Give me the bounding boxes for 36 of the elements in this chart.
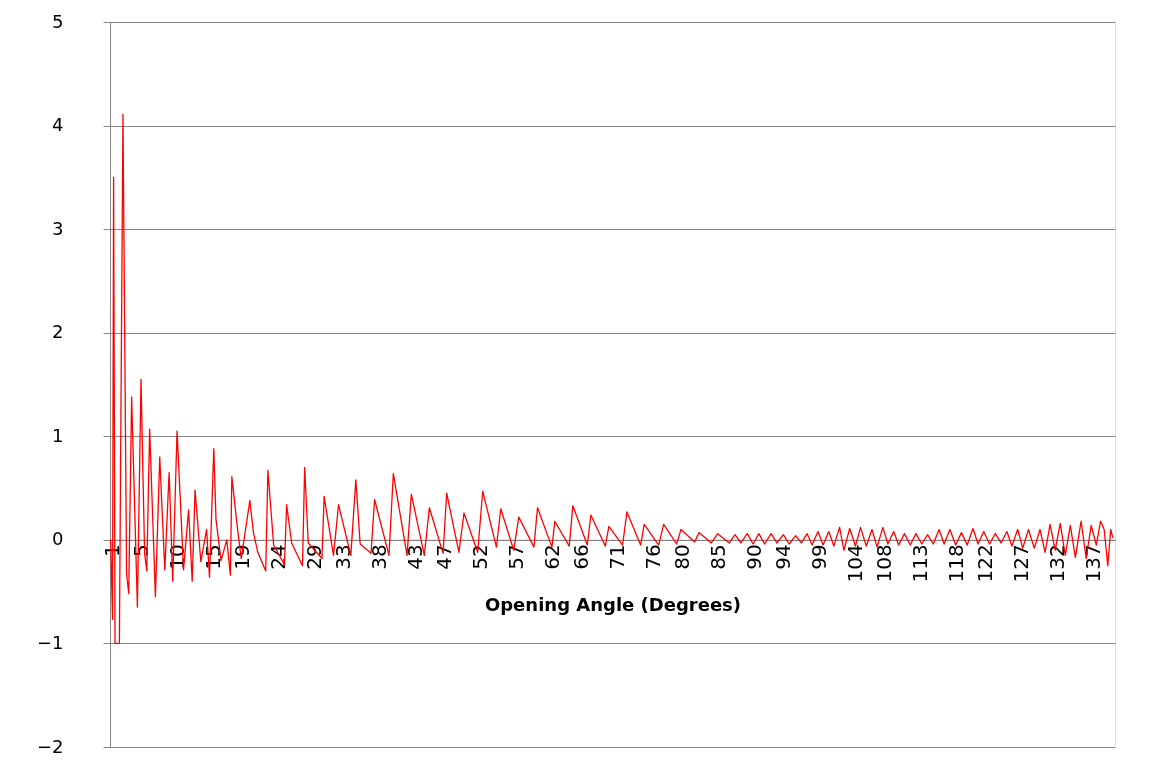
x-tick-label: 62 [540, 544, 565, 570]
x-tick-label: 1 [100, 544, 125, 558]
x-tick-label: 38 [367, 544, 392, 570]
x-tick-label: 108 [871, 544, 896, 583]
y-tick-label: −2 [36, 735, 64, 757]
x-tick-label: 118 [943, 544, 968, 583]
x-tick-label: 127 [1008, 544, 1033, 583]
x-tick-label: 33 [331, 544, 356, 570]
x-tick-label: 85 [705, 544, 730, 570]
x-tick-label: 66 [569, 544, 593, 570]
y-tick-label: 5 [52, 10, 64, 32]
x-tick-label: 19 [230, 544, 255, 570]
y-tick-label: 4 [52, 114, 64, 136]
x-tick-label: 80 [669, 544, 694, 570]
x-tick-label: 132 [1044, 544, 1069, 583]
x-tick-label: 57 [504, 544, 529, 570]
x-tick-label: 137 [1080, 544, 1105, 583]
x-tick-label: 122 [972, 544, 997, 583]
x-tick-label: 71 [605, 544, 630, 570]
x-tick-label: 43 [403, 544, 428, 570]
x-tick-label: 94 [770, 544, 795, 570]
y-tick-label: 1 [52, 424, 64, 446]
x-tick-label: 47 [432, 544, 457, 570]
x-tick-label: 113 [907, 544, 932, 583]
x-axis-title: Opening Angle (Degrees) [484, 593, 742, 615]
x-tick-label: 52 [468, 544, 493, 570]
x-tick-label: 90 [742, 544, 767, 570]
x-tick-label: 104 [842, 544, 867, 583]
x-tick-label: 76 [641, 544, 666, 570]
x-tick-label: 29 [302, 544, 327, 570]
x-tick-label: 5 [129, 544, 154, 558]
y-tick-label: 2 [52, 321, 64, 343]
y-tick-label: 0 [52, 528, 64, 550]
x-tick-label: 99 [806, 544, 831, 570]
y-tick-label: −1 [36, 631, 64, 653]
y-tick-label: 3 [52, 217, 64, 239]
